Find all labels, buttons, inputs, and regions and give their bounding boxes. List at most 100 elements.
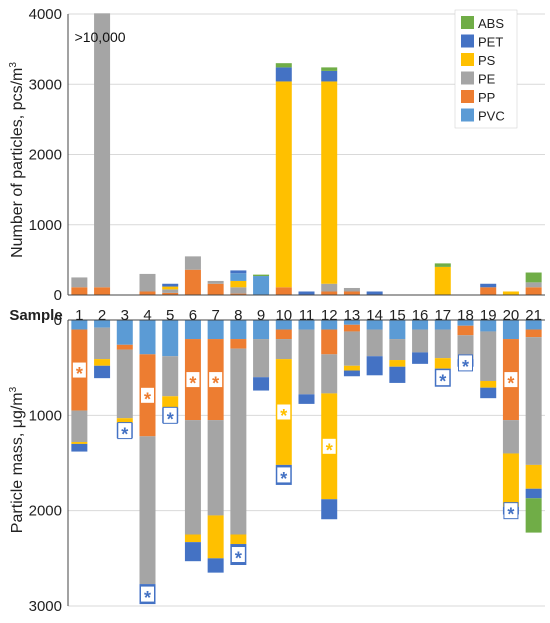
star-marker-box bbox=[140, 386, 155, 404]
top-bar-abs-sample-10 bbox=[275, 63, 292, 68]
sample-tick-label: 9 bbox=[257, 307, 265, 324]
top-bar-pp-sample-2 bbox=[94, 287, 111, 295]
star-marker-box bbox=[185, 371, 201, 389]
bottom-bar-ps-sample-21 bbox=[525, 464, 542, 489]
bottom-bar-pet-sample-14 bbox=[366, 356, 383, 376]
bottom-bar-pet-sample-2 bbox=[94, 365, 111, 379]
bottom-bar-pet-sample-15 bbox=[389, 366, 406, 383]
top-bar-pp-sample-4 bbox=[139, 291, 156, 295]
bottom-bar-ps-sample-8 bbox=[230, 534, 247, 545]
top-bar-pe-sample-4 bbox=[139, 273, 156, 292]
star-marker-box bbox=[276, 403, 292, 421]
star-marker-box bbox=[321, 437, 337, 455]
sample-tick-label: 10 bbox=[275, 307, 292, 324]
star-marker-box bbox=[276, 466, 292, 484]
bottom-bar-pvc-sample-10 bbox=[275, 320, 292, 330]
top-bar-pp-sample-10 bbox=[275, 287, 292, 295]
sample-tick-label: 6 bbox=[189, 307, 197, 324]
bottom-bar-pe-sample-11 bbox=[298, 329, 315, 395]
top-bar-pet-sample-8 bbox=[230, 270, 247, 274]
bottom-bar-pe-sample-4 bbox=[139, 436, 156, 585]
top-bar-pet-sample-14 bbox=[366, 291, 383, 295]
top-bar-pp-sample-1 bbox=[71, 287, 88, 295]
legend-label-abs: ABS bbox=[478, 16, 504, 31]
top-bar-pp-sample-12 bbox=[321, 291, 338, 295]
top-bar-abs-sample-9 bbox=[253, 274, 270, 277]
bottom-bar-pp-sample-21 bbox=[525, 329, 542, 338]
legend-swatch-pvc bbox=[461, 108, 474, 122]
top-bar-pet-sample-19 bbox=[480, 283, 497, 288]
top-bar-pvc-sample-8 bbox=[230, 273, 247, 281]
star-marker: * bbox=[280, 406, 287, 426]
sample-tick-label: 20 bbox=[503, 307, 520, 324]
bottom-bar-pvc-sample-6 bbox=[184, 320, 201, 340]
bottom-bar-pe-sample-2 bbox=[94, 327, 111, 360]
bottom-bar-pe-sample-19 bbox=[480, 331, 497, 382]
top-bar-ps-sample-12 bbox=[321, 81, 338, 284]
top-bar-abs-sample-12 bbox=[321, 67, 338, 71]
star-marker: * bbox=[280, 469, 287, 489]
sample-tick-label: 11 bbox=[299, 307, 315, 324]
sample-tick-label: 21 bbox=[525, 307, 542, 324]
top-bar-pp-sample-8 bbox=[230, 293, 247, 295]
bottom-bar-pvc-sample-17 bbox=[434, 320, 451, 330]
bottom-bar-pvc-sample-7 bbox=[207, 320, 224, 340]
bottom-bar-pe-sample-7 bbox=[207, 420, 224, 516]
axes bbox=[67, 14, 545, 606]
bottom-bar-ps-sample-20 bbox=[502, 453, 519, 507]
top-bar-pe-sample-5 bbox=[162, 289, 179, 293]
bottom-bar-pe-sample-17 bbox=[434, 329, 451, 359]
bottom-bar-pet-sample-1 bbox=[71, 443, 88, 452]
sample-tick-label: 1 bbox=[75, 307, 83, 324]
top-bar-ps-sample-20 bbox=[502, 291, 519, 295]
top-bar-pet-sample-5 bbox=[162, 283, 179, 287]
top-bar-pe-sample-21 bbox=[525, 282, 542, 288]
star-marker: * bbox=[212, 374, 219, 394]
star-marker-box bbox=[117, 422, 133, 440]
top-bar-pet-sample-12 bbox=[321, 70, 338, 82]
bottom-bar-pvc-sample-19 bbox=[480, 320, 497, 332]
star-marker: * bbox=[189, 374, 196, 394]
top-bar-abs-sample-17 bbox=[434, 263, 451, 267]
star-marker: * bbox=[76, 364, 83, 384]
top-y-axis-title-superscript: 3 bbox=[8, 62, 19, 68]
bottom-bar-pet-sample-13 bbox=[343, 370, 360, 377]
sample-tick-label: 17 bbox=[434, 307, 451, 324]
bottom-bar-pe-sample-5 bbox=[162, 356, 179, 397]
legend-box bbox=[454, 9, 518, 129]
top-bar-pe-sample-2 bbox=[94, 13, 111, 288]
bottom-bar-ps-sample-19 bbox=[480, 381, 497, 388]
top-y-tick-label: 4000 bbox=[29, 6, 62, 23]
top-bar-pe-sample-6 bbox=[184, 256, 201, 270]
bottom-bar-pvc-sample-9 bbox=[253, 320, 270, 340]
sample-tick-label: 13 bbox=[344, 307, 361, 324]
sample-tick-label: 5 bbox=[166, 307, 174, 324]
bars bbox=[71, 13, 542, 605]
top-y-axis-title: Number of particles, pcs/m3 bbox=[8, 62, 26, 258]
legend-swatch-pp bbox=[461, 90, 474, 103]
legend: ABS PET PS PE PP PVC bbox=[454, 9, 518, 129]
bottom-bar-ps-sample-6 bbox=[184, 534, 201, 543]
star-markers: * * * * * * * * * * * * * * * bbox=[71, 354, 519, 608]
bottom-bar-pet-sample-7 bbox=[207, 558, 224, 573]
bottom-bar-pvc-sample-12 bbox=[321, 320, 338, 330]
top-y-tick-label: 3000 bbox=[29, 76, 62, 93]
legend-swatch-ps bbox=[461, 53, 474, 66]
top-bar-pe-sample-7 bbox=[207, 280, 224, 284]
star-marker-box bbox=[503, 502, 519, 520]
bottom-bar-ps-sample-3 bbox=[116, 418, 133, 423]
star-marker-box bbox=[435, 369, 451, 387]
bottom-y-tick-label: 1000 bbox=[29, 407, 62, 424]
bottom-bar-pvc-sample-4 bbox=[139, 320, 156, 355]
star-marker: * bbox=[167, 409, 174, 429]
bottom-bar-pvc-sample-8 bbox=[230, 320, 247, 340]
top-bar-pp-sample-6 bbox=[184, 269, 201, 295]
top-bar-pp-sample-7 bbox=[207, 283, 224, 295]
bottom-bar-pp-sample-3 bbox=[116, 344, 133, 350]
bottom-bar-pe-sample-21 bbox=[525, 337, 542, 465]
top-bar-pvc-sample-9 bbox=[253, 276, 270, 295]
legend-label-pvc: PVC bbox=[478, 109, 505, 124]
bottom-bar-pet-sample-19 bbox=[480, 387, 497, 399]
top-bar-pp-sample-13 bbox=[343, 291, 360, 295]
